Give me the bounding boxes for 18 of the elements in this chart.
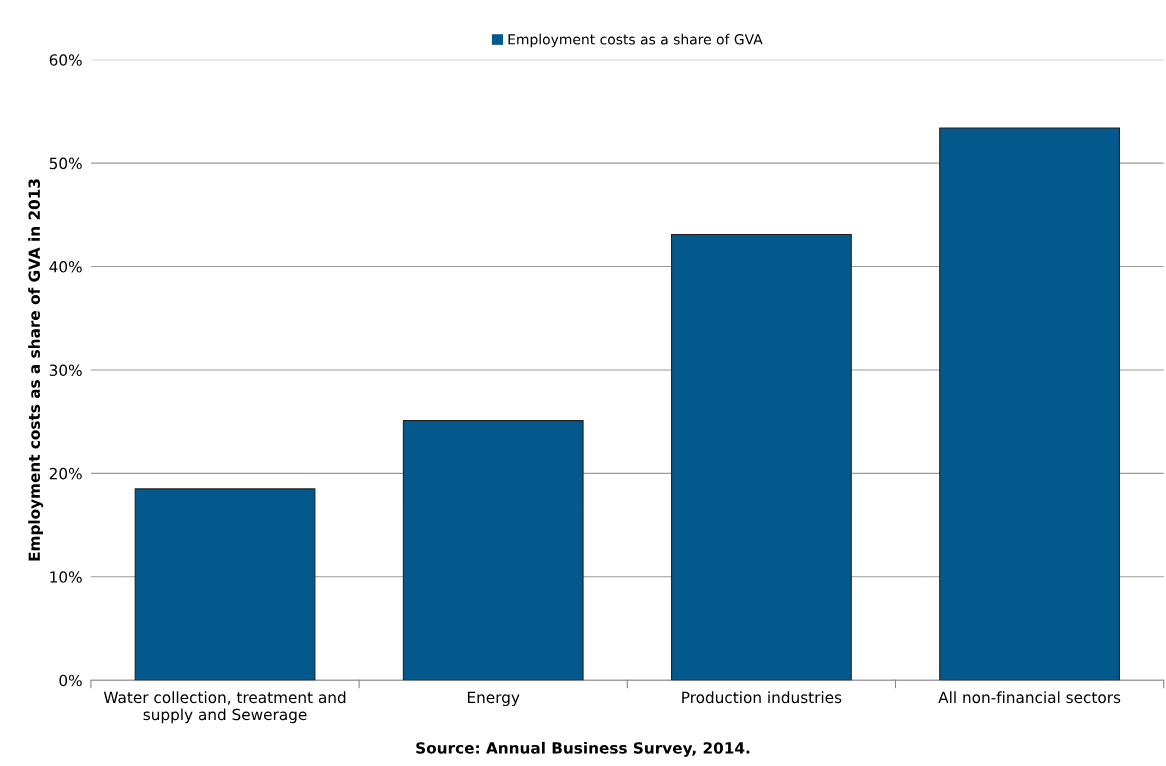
x-tick-label: Production industries xyxy=(682,691,842,704)
y-tick-label: 0% xyxy=(59,674,82,687)
y-tick-label: 40% xyxy=(49,261,82,273)
y-tick-label: 20% xyxy=(49,467,82,480)
y-axis-title: Employment costs as a share of GVA in 2013 xyxy=(28,179,44,561)
bar xyxy=(939,127,1120,681)
bar xyxy=(671,233,852,681)
y-tick-label: 60% xyxy=(49,54,82,66)
bar xyxy=(134,488,316,681)
bar xyxy=(402,420,584,681)
y-tick-label: 10% xyxy=(50,571,82,583)
source-note: Source: Annual Business Survey, 2014. xyxy=(416,741,750,757)
y-tick-label: 50% xyxy=(49,157,82,170)
legend-label: Employment costs as a share of GVA xyxy=(508,33,763,48)
x-tick-label: Energy xyxy=(467,691,520,707)
y-tick-label: 30% xyxy=(49,364,82,376)
x-tick-label: Water collection, treatment and supply and Sewerage xyxy=(103,691,346,724)
x-tick-label: All non-financial sectors xyxy=(938,691,1121,704)
